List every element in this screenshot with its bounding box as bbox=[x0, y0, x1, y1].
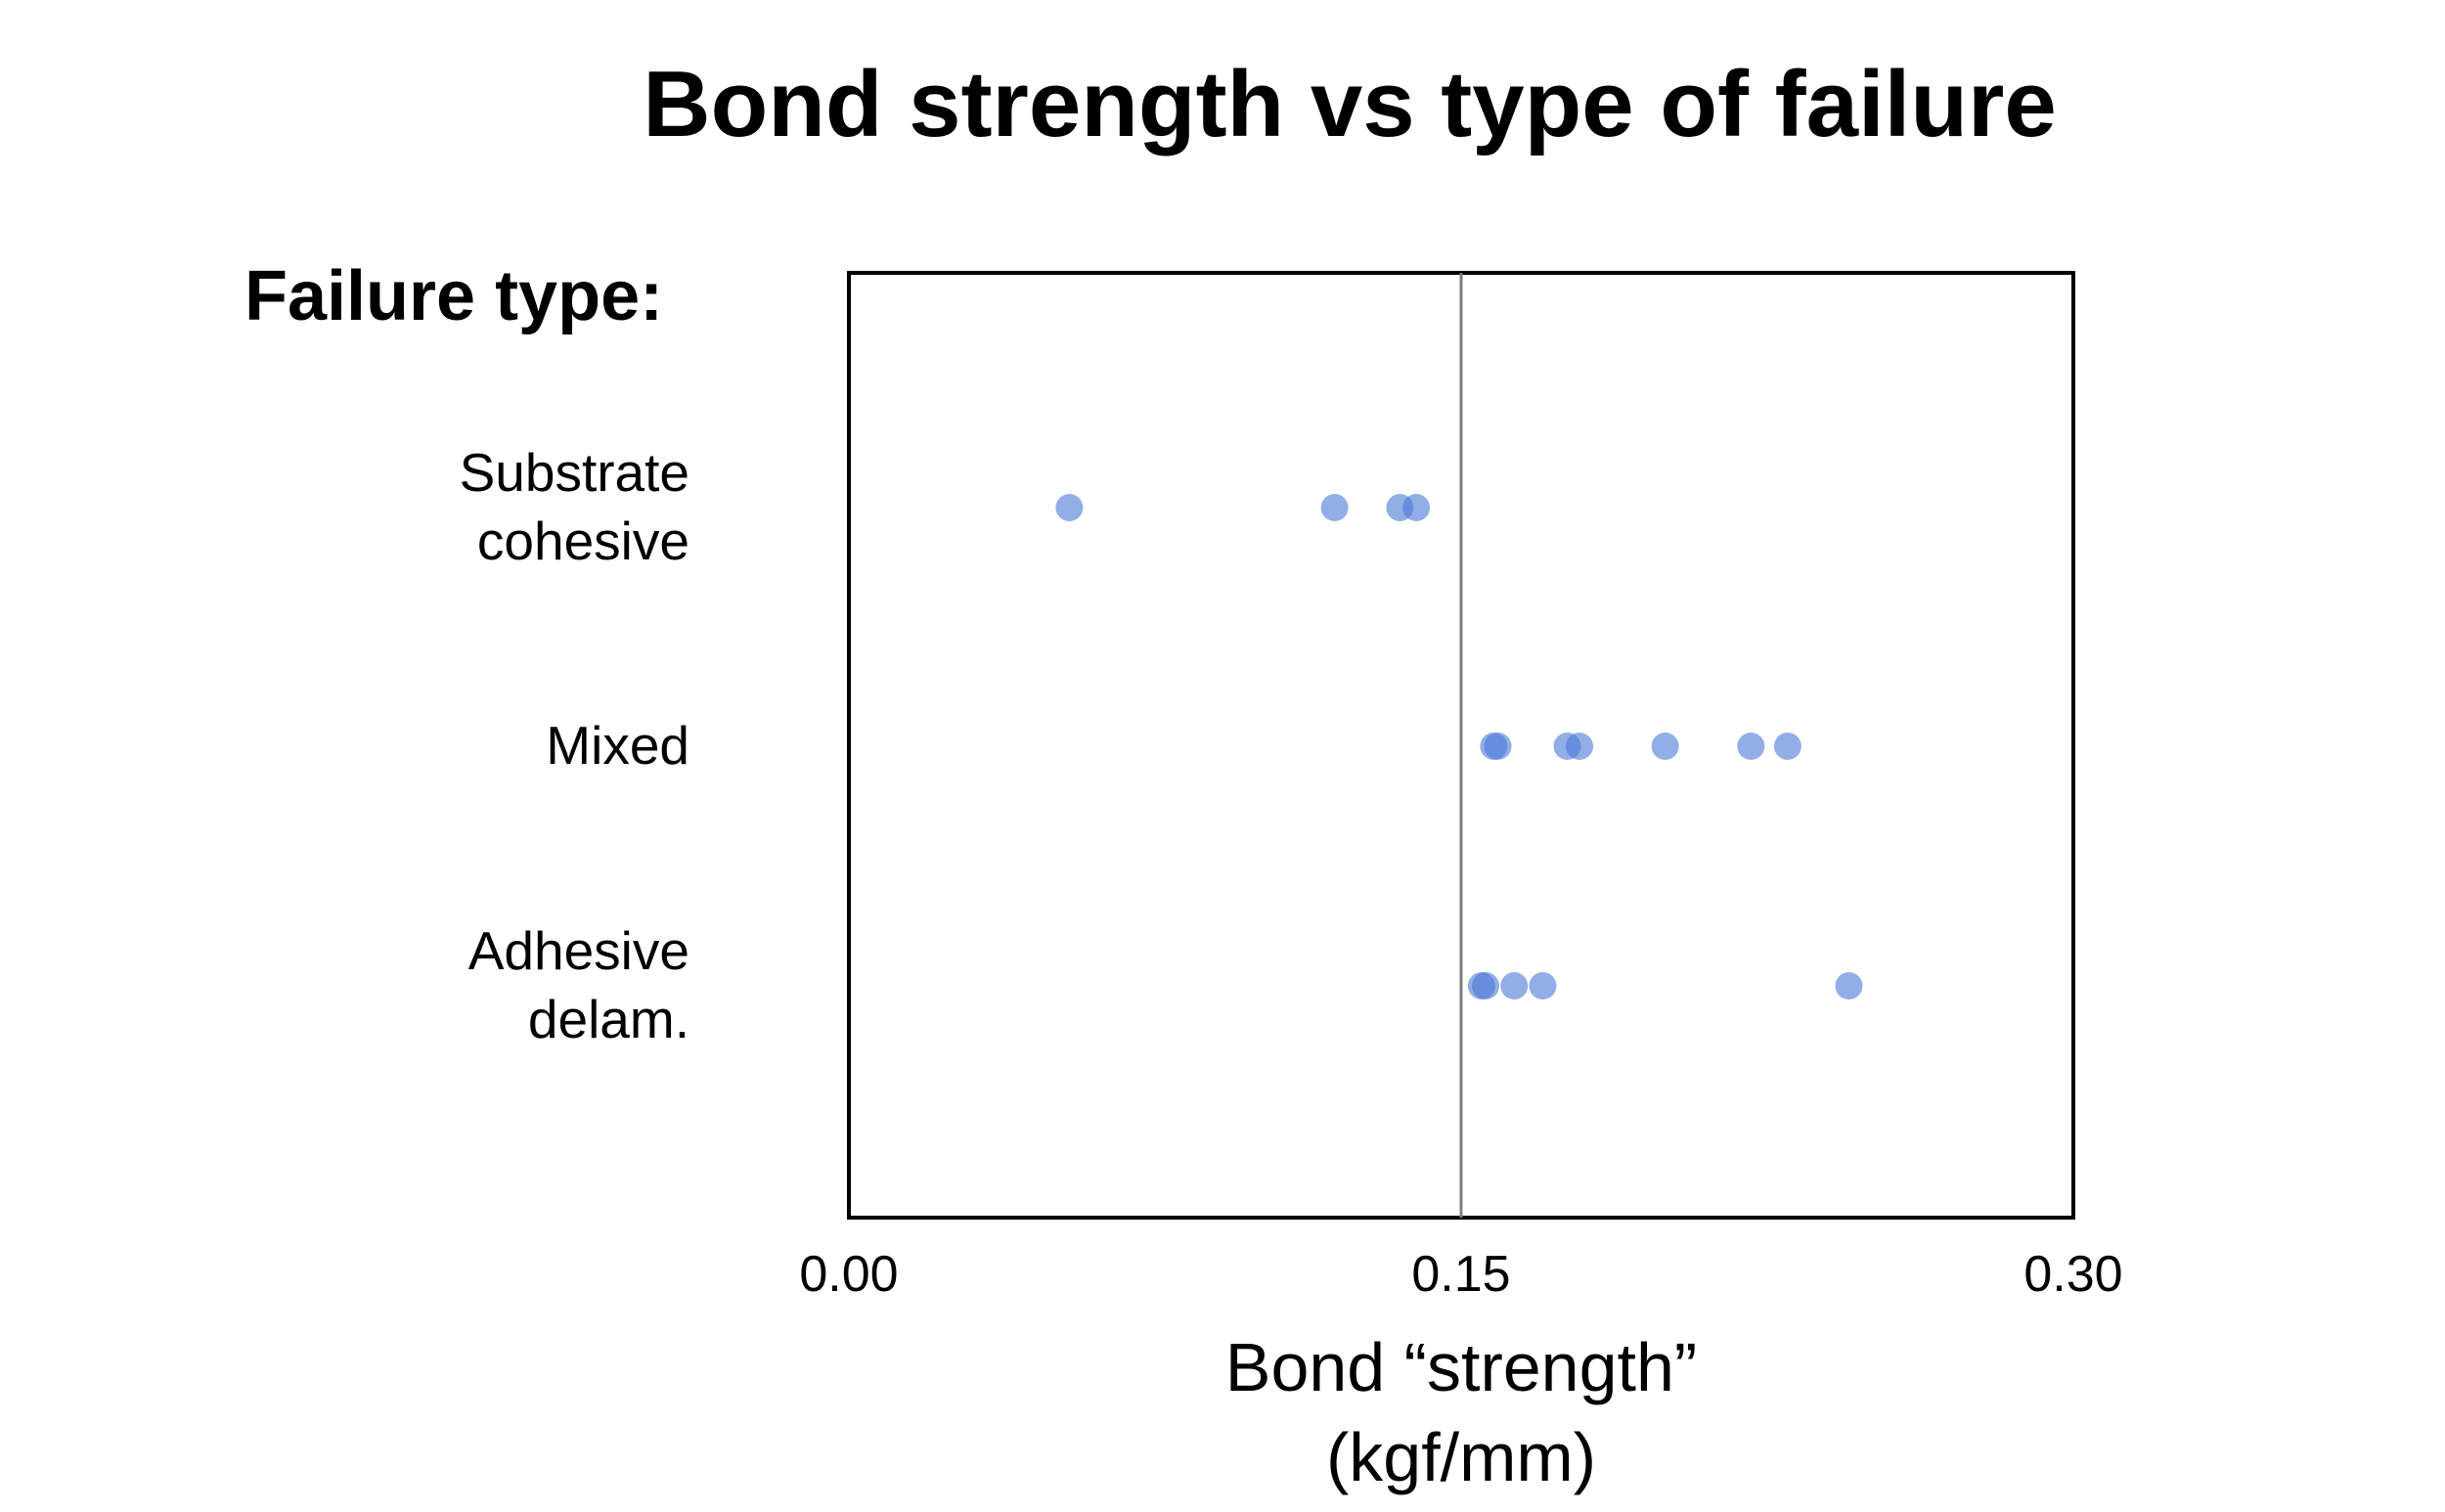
data-point bbox=[1651, 733, 1679, 760]
x-axis-label: Bond “strength” bbox=[1225, 1329, 1697, 1405]
category-label: Substrate bbox=[460, 442, 689, 503]
data-point bbox=[1055, 494, 1084, 521]
marks-layer bbox=[847, 271, 2075, 1220]
x-axis-label: (kgf/mm) bbox=[1326, 1419, 1596, 1495]
data-point bbox=[1320, 494, 1349, 521]
text-layer: 0.00 0.15 0.30 Substrate cohesive Mixed Adhesi… bbox=[460, 442, 2123, 1495]
chart-title: Bond strength vs type of failure bbox=[643, 52, 2057, 156]
data-point bbox=[1529, 972, 1557, 1000]
data-point bbox=[1773, 733, 1801, 760]
x-tick-label: 0.30 bbox=[2023, 1246, 2122, 1303]
category-label: cohesive bbox=[477, 511, 689, 571]
x-tick-label: 0.15 bbox=[1411, 1246, 1510, 1303]
category-label: Adhesive bbox=[468, 920, 689, 981]
data-point bbox=[1500, 972, 1529, 1000]
data-point bbox=[1472, 972, 1500, 1000]
x-tick-label: 0.00 bbox=[799, 1246, 898, 1303]
data-point bbox=[1402, 494, 1431, 521]
data-point bbox=[1835, 972, 1863, 1000]
category-label: delam. bbox=[528, 989, 689, 1049]
data-point bbox=[1566, 733, 1594, 760]
data-point bbox=[1484, 733, 1512, 760]
data-point bbox=[1737, 733, 1765, 760]
y-axis-title: Failure type: bbox=[244, 257, 664, 335]
category-label: Mixed bbox=[546, 715, 689, 776]
